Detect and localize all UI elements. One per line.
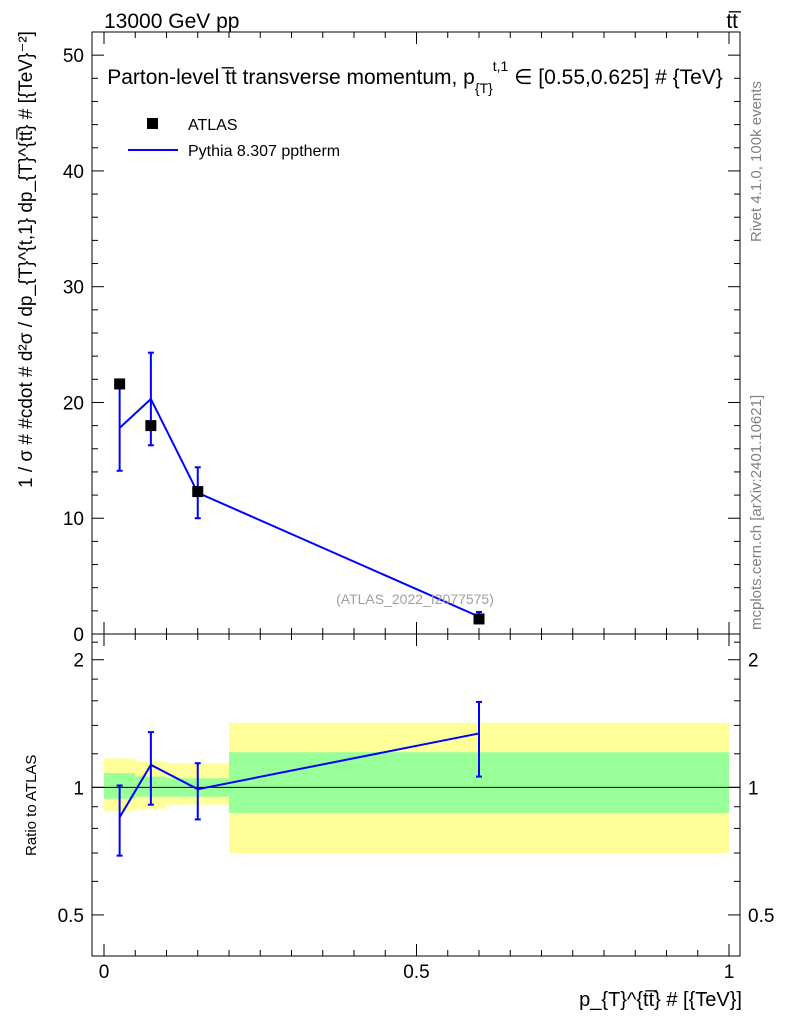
legend: ATLAS Pythia 8.307 pptherm bbox=[128, 117, 340, 160]
ratio-line bbox=[118, 732, 480, 818]
legend-mc-label: Pythia 8.307 pptherm bbox=[188, 143, 340, 160]
x-tick-label: 0 bbox=[99, 962, 110, 983]
legend-atlas-label: ATLAS bbox=[188, 117, 238, 134]
main-panel: 0 10 20 30 40 50 (ATLAS_2022_I2077575) Parton… bbox=[16, 31, 741, 646]
process-label: tt̅ bbox=[726, 10, 742, 33]
atlas-point bbox=[145, 420, 157, 432]
ratio-y-tick-label-right: 2 bbox=[748, 651, 759, 672]
ratio-y-tick-label-right: 1 bbox=[748, 778, 759, 799]
main-y-axis-label: 1 / σ # #cdot # d²σ / dp_{T}^{t,1} dp_{T… bbox=[16, 31, 37, 488]
x-tick-label: 1 bbox=[724, 962, 735, 983]
energy-label: 13000 GeV pp bbox=[104, 10, 239, 33]
ratio-y-tick-label: 0.5 bbox=[58, 906, 84, 927]
ratio-y-tick-label: 2 bbox=[73, 651, 84, 672]
mcplots-label: mcplots.cern.ch [arXiv:2401.10621] bbox=[748, 395, 765, 630]
legend-atlas-marker bbox=[147, 118, 158, 129]
ratio-y-axis-label: Ratio to ATLAS bbox=[23, 755, 40, 856]
ratio-panel: 0.5 0.5 1 1 2 2 0 0.5 1 Ratio to ATLAS bbox=[23, 633, 774, 983]
atlas-point bbox=[473, 613, 485, 625]
main-title: Parton-level t̅t transverse momentum, p{… bbox=[107, 58, 723, 96]
atlas-point bbox=[114, 378, 126, 390]
y-tick-label: 50 bbox=[63, 46, 84, 67]
y-tick-label: 20 bbox=[63, 393, 84, 414]
y-tick-label: 0 bbox=[73, 625, 84, 646]
y-tick-label: 40 bbox=[63, 162, 84, 183]
x-axis-label: p_{T}^{tt̅} # [{TeV}] bbox=[579, 989, 742, 1011]
rivet-label: Rivet 4.1.0, 100k events bbox=[748, 81, 765, 242]
watermark: (ATLAS_2022_I2077575) bbox=[336, 591, 494, 607]
mc-line bbox=[118, 397, 480, 618]
x-tick-label: 0.5 bbox=[403, 962, 429, 983]
y-tick-label: 10 bbox=[63, 509, 84, 530]
ratio-y-tick-label-right: 0.5 bbox=[748, 906, 774, 927]
ratio-y-tick-label: 1 bbox=[73, 778, 84, 799]
atlas-point bbox=[192, 486, 204, 498]
y-tick-label: 30 bbox=[63, 278, 84, 299]
